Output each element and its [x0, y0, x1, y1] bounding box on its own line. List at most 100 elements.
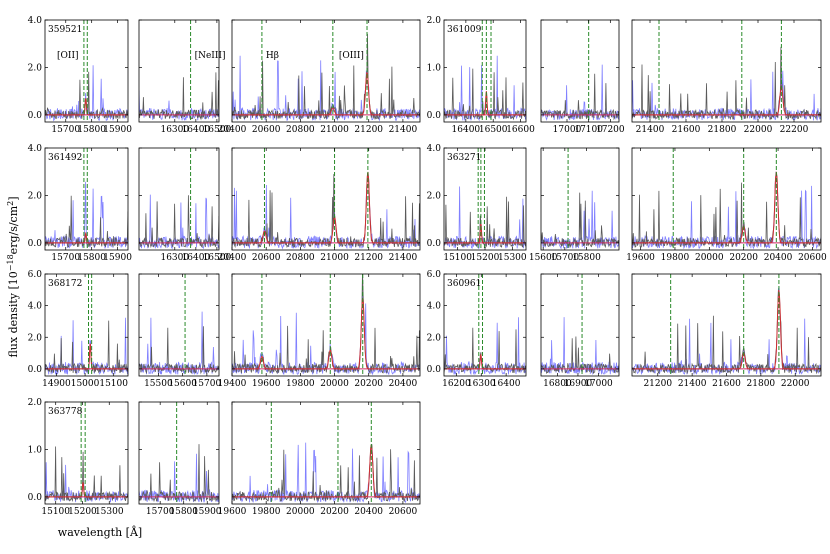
spectrum-panel: 19600 19800 20000 20200 20400 20600 [218, 401, 421, 517]
x-tick-label: 21000 [320, 125, 349, 135]
flux-spectrum-line [139, 72, 219, 121]
x-tick-label: 15700 [193, 379, 222, 389]
y-tick-label: 2.0 [427, 333, 442, 343]
x-tick-label: 21200 [354, 125, 383, 135]
x-tick-label: 15900 [103, 125, 132, 135]
object-id-label: 368172 [48, 279, 82, 289]
x-tick-label: 16200 [442, 379, 471, 389]
x-tick-label: 21800 [747, 379, 776, 389]
x-tick-label: 21800 [708, 125, 737, 135]
y-tick-label: 0.0 [28, 239, 43, 249]
x-tick-label: 15100 [41, 507, 70, 517]
panel-frame [138, 401, 220, 505]
x-tick-label: 15700 [51, 125, 80, 135]
x-tick-label: 15200 [471, 253, 500, 263]
panel-frame [231, 19, 421, 123]
x-tick-label: 15700 [551, 253, 580, 263]
x-tick-label: 20600 [252, 125, 281, 135]
spectrum-panel: 14900 15000 15100 0.0 2.0 4.0 6.0 368172 [28, 270, 129, 389]
error-spectrum-line [444, 186, 526, 249]
x-tick-label: 15100 [443, 253, 472, 263]
panel-grid: 1570015800159000.02.04.0359521[OII]16300… [28, 16, 827, 517]
x-tick-label: 16300 [160, 125, 189, 135]
flux-spectrum-line [541, 336, 619, 375]
error-spectrum-line [541, 317, 619, 376]
panel-frame [631, 147, 822, 251]
y-tick-label: 1.0 [28, 445, 43, 455]
y-tick-label: 0.0 [28, 365, 43, 375]
object-id-label: 363271 [447, 153, 481, 163]
x-tick-label: 20400 [218, 253, 247, 263]
x-tick-label: 16300 [467, 379, 496, 389]
y-tick-label: 4.0 [28, 16, 43, 26]
model-fit-line [444, 91, 526, 116]
y-tick-label: 6.0 [28, 270, 43, 280]
x-tick-label: 15700 [51, 253, 80, 263]
x-tick-label: 14900 [42, 379, 71, 389]
x-tick-label: 21400 [636, 125, 665, 135]
model-fit-line [632, 84, 821, 116]
panel-frame [138, 147, 220, 251]
panel-frame [44, 401, 129, 505]
error-spectrum-line [139, 90, 219, 121]
spectrum-panel: 19400 19600 19800 20000 20200 20400 [218, 273, 421, 389]
x-tick-label: 17000 [584, 379, 613, 389]
spectrum-panel: 20400 20600 20800 21000 21200 21400 [218, 147, 421, 263]
object-id-label: 361492 [48, 153, 82, 163]
error-spectrum-line [632, 286, 821, 376]
x-tick-label: 20000 [320, 379, 349, 389]
y-tick-label: 4.0 [427, 302, 442, 312]
x-tick-label: 21400 [389, 253, 418, 263]
x-tick-label: 17000 [553, 125, 582, 135]
y-tick-label: 1.0 [427, 63, 442, 73]
x-tick-label: 21600 [672, 125, 701, 135]
error-spectrum-line [632, 171, 821, 250]
x-tick-label: 21200 [643, 379, 672, 389]
emission-line-label: [OII] [57, 51, 79, 61]
x-tick-label: 15300 [95, 507, 124, 517]
x-tick-label: 19600 [218, 507, 247, 517]
object-id-label: 363778 [48, 407, 83, 417]
panel-frame [631, 273, 822, 377]
model-fit-line [444, 223, 526, 244]
y-tick-label: 0.0 [427, 111, 442, 121]
x-tick-label: 21400 [389, 125, 418, 135]
x-tick-label: 20200 [729, 253, 758, 263]
object-id-label: 360961 [447, 279, 481, 289]
x-tick-label: 16400 [492, 379, 521, 389]
y-tick-label: 4.0 [427, 144, 442, 154]
x-tick-label: 20800 [286, 253, 315, 263]
x-tick-label: 16500 [203, 253, 232, 263]
y-tick-label: 0.0 [427, 365, 442, 375]
y-tick-label: 0.0 [28, 493, 43, 503]
model-fit-line [232, 444, 420, 498]
x-tick-label: 15700 [146, 507, 175, 517]
panel-frame [443, 147, 527, 251]
x-tick-label: 15300 [498, 253, 527, 263]
x-tick-label: 20400 [354, 507, 383, 517]
x-tick-label: 15800 [77, 253, 106, 263]
x-tick-label: 15800 [572, 253, 601, 263]
x-tick-label: 15600 [168, 379, 197, 389]
x-tick-label: 19800 [252, 507, 281, 517]
panel-frame [138, 273, 220, 377]
y-tick-label: 6.0 [427, 270, 442, 280]
x-tick-label: 19600 [252, 379, 281, 389]
x-tick-label: 15800 [77, 125, 106, 135]
spectrum-panel: 20400 20600 20800 21000 21200 21400 Hβ [OIII] [218, 19, 421, 135]
x-tick-label: 20800 [286, 125, 315, 135]
panel-frame [44, 19, 129, 123]
emission-line-label: [OIII] [339, 51, 364, 61]
x-tick-label: 15200 [68, 507, 97, 517]
error-spectrum-line [45, 317, 128, 375]
x-tick-label: 20200 [320, 507, 349, 517]
emission-line-label: [NeIII] [195, 51, 226, 61]
x-tick-label: 16500 [203, 125, 232, 135]
